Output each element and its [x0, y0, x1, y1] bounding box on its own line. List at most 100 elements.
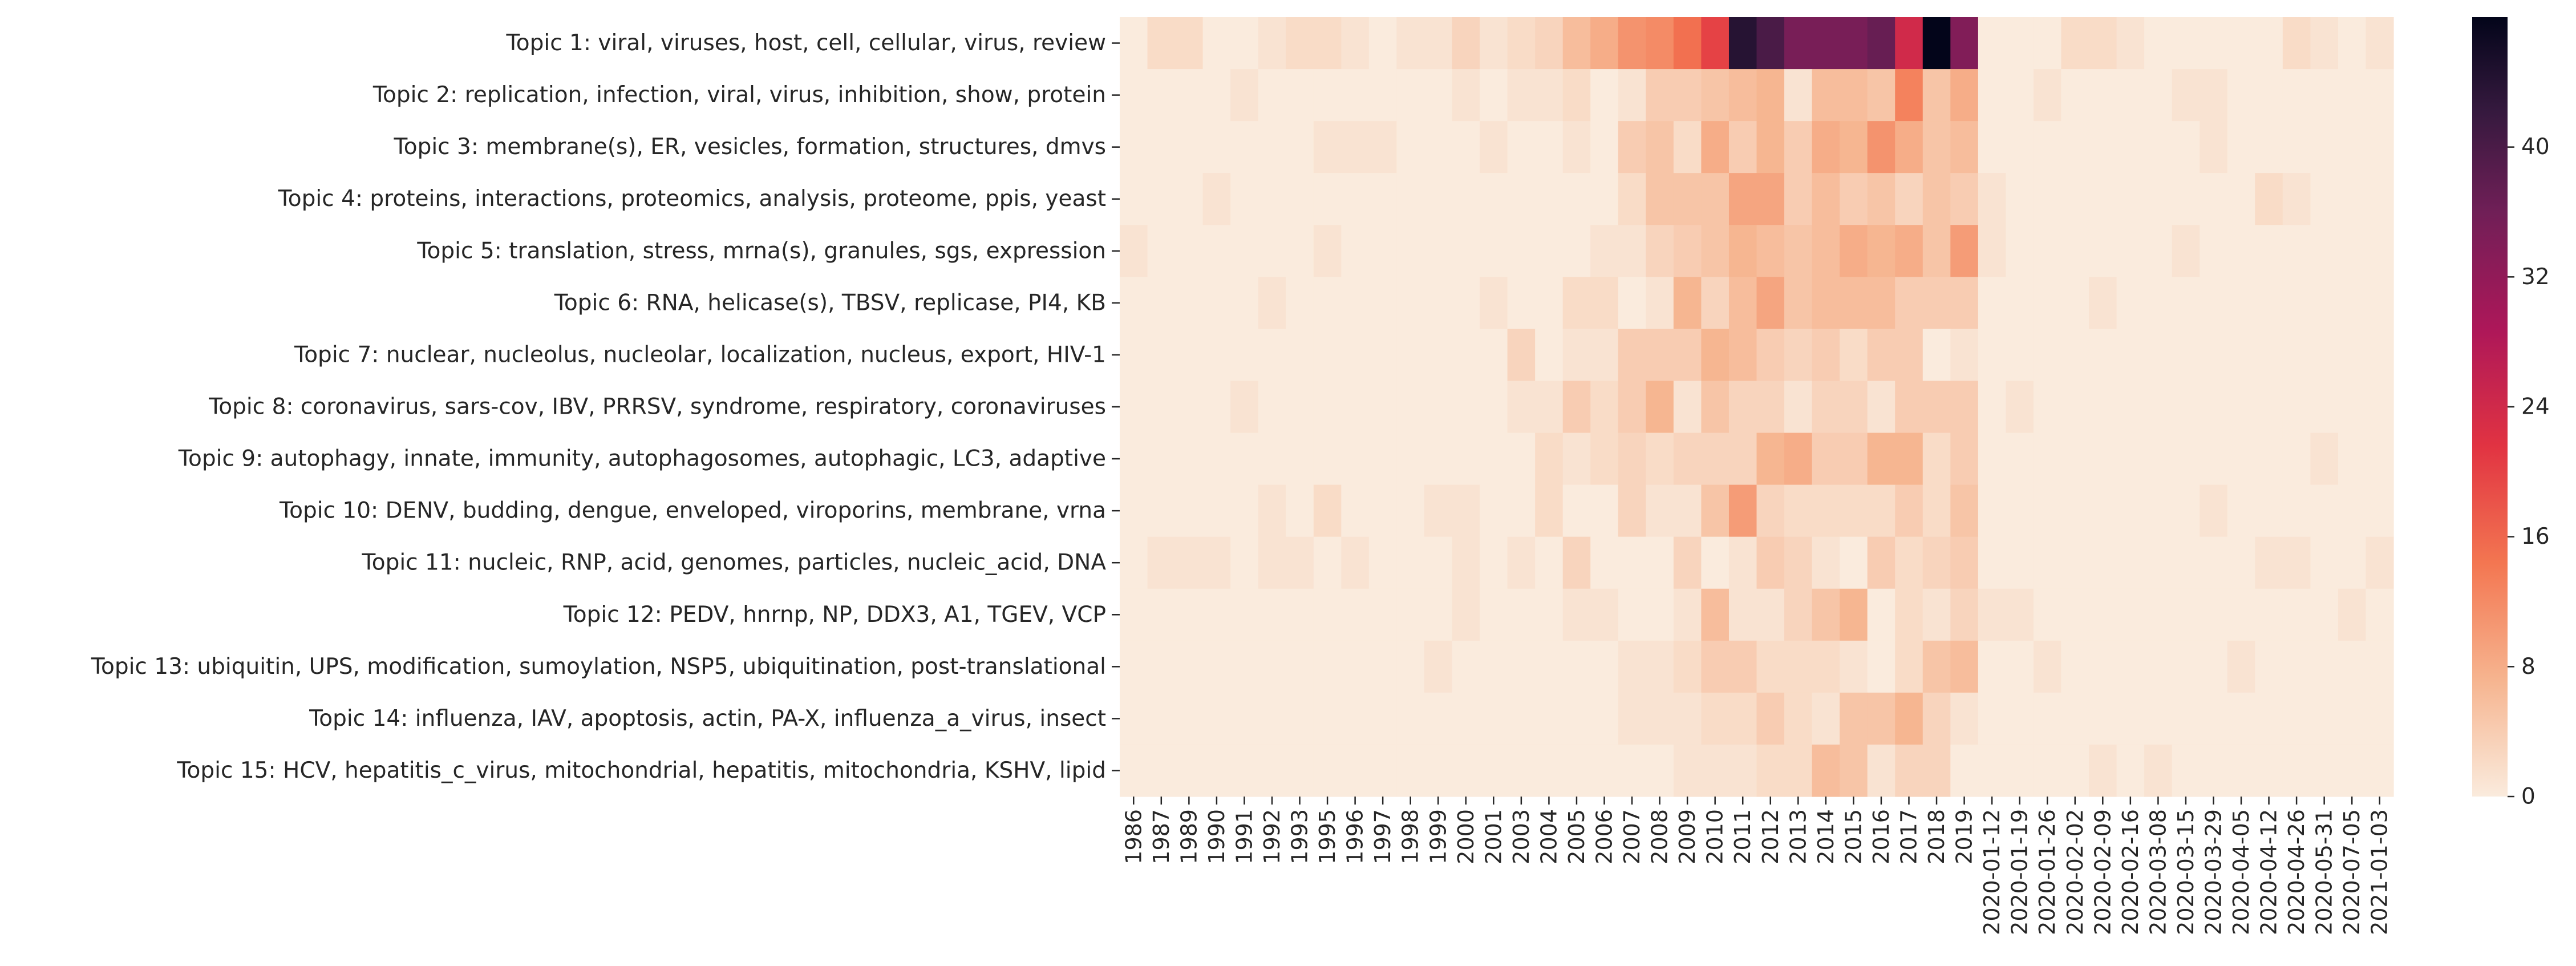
column-label: 1996	[1343, 809, 1368, 864]
heatmap-cell	[1950, 173, 1979, 225]
heatmap-cell	[2255, 69, 2283, 122]
heatmap-cell	[2089, 225, 2117, 277]
heatmap-cell	[1728, 640, 1757, 693]
heatmap-cell	[1978, 329, 2006, 382]
heatmap-cell	[2033, 173, 2062, 225]
heatmap-cell	[1175, 588, 1204, 641]
heatmap-cell	[1673, 640, 1702, 693]
heatmap-cell	[1175, 433, 1204, 486]
heatmap-cell	[1507, 381, 1536, 434]
heatmap-cell	[2282, 121, 2311, 173]
heatmap-cell	[2033, 588, 2062, 641]
heatmap-cell	[2338, 225, 2367, 277]
heatmap-cell	[1590, 173, 1619, 225]
heatmap-cell	[1922, 69, 1951, 122]
heatmap-cell	[1950, 536, 1979, 589]
heatmap-cell	[1202, 225, 1231, 277]
heatmap-cell	[2200, 692, 2228, 745]
heatmap-cell	[1535, 640, 1564, 693]
heatmap-cell	[1950, 692, 1979, 745]
heatmap-cell	[1728, 225, 1757, 277]
heatmap-cell	[1368, 381, 1398, 434]
heatmap-cell	[2033, 225, 2062, 277]
heatmap-cell	[1840, 640, 1868, 693]
column-label: 2010	[1703, 809, 1728, 864]
heatmap-cell	[1147, 17, 1176, 70]
heatmap-cell	[1867, 277, 1895, 329]
colorbar-scale	[2472, 17, 2508, 797]
heatmap-cell	[1480, 173, 1508, 225]
heatmap-cell	[1507, 744, 1536, 797]
heatmap-cell	[2033, 17, 2062, 70]
heatmap-cell	[2033, 381, 2062, 434]
heatmap-cell	[2172, 588, 2200, 641]
column-label: 2003	[1509, 809, 1534, 864]
heatmap-cell	[1286, 329, 1314, 382]
heatmap-cell	[1452, 69, 1480, 122]
column-label: 2005	[1564, 809, 1589, 864]
heatmap-cell	[2255, 433, 2283, 486]
heatmap-cell	[1784, 121, 1813, 173]
heatmap-cell	[2033, 329, 2062, 382]
heatmap-cell	[2338, 433, 2367, 486]
heatmap-cell	[1120, 277, 1148, 329]
heatmap-cell	[1950, 69, 1979, 122]
heatmap-cell	[1922, 744, 1951, 797]
heatmap-cell	[1701, 173, 1730, 225]
heatmap-cell	[1895, 484, 1923, 537]
heatmap-cell	[1950, 225, 1979, 277]
heatmap-cell	[1562, 433, 1591, 486]
column-label: 1991	[1232, 809, 1257, 864]
heatmap-cell	[1618, 277, 1646, 329]
column-labels: 1986 1987 1989 1990 1991 1992 1993 1995 1996 1997…	[1121, 797, 2392, 935]
heatmap-cell	[1258, 588, 1286, 641]
heatmap-cell	[1120, 69, 1148, 122]
heatmap-cell	[1313, 433, 1342, 486]
heatmap-cell	[1867, 17, 1895, 70]
heatmap-cell	[2033, 69, 2062, 122]
heatmap-cell	[1646, 588, 1674, 641]
column-label: 2011	[1730, 809, 1755, 864]
column-label: 2020-02-02	[2063, 809, 2088, 935]
heatmap-cell	[1286, 692, 1314, 745]
heatmap-cell	[2061, 433, 2089, 486]
heatmap-cell	[1840, 173, 1868, 225]
heatmap-cell	[1313, 484, 1342, 537]
column-label: 1993	[1287, 809, 1313, 864]
heatmap-cell	[2033, 536, 2062, 589]
heatmap-cell	[1562, 692, 1591, 745]
heatmap-cell	[2366, 329, 2394, 382]
heatmap-cell	[1867, 329, 1895, 382]
heatmap-cell	[1812, 536, 1840, 589]
heatmap-cell	[1120, 692, 1148, 745]
heatmap-cell	[1258, 69, 1286, 122]
heatmap-cell	[1535, 433, 1564, 486]
heatmap-cell	[1258, 225, 1286, 277]
heatmap-cell	[2061, 173, 2089, 225]
heatmap-cell	[1507, 173, 1536, 225]
heatmap-cell	[2282, 17, 2311, 70]
heatmap-cell	[1286, 588, 1314, 641]
heatmap-cell	[1424, 277, 1453, 329]
heatmap-cell	[1840, 69, 1868, 122]
heatmap-cell	[2144, 225, 2173, 277]
heatmap-cell	[1756, 381, 1785, 434]
column-label: 2012	[1758, 809, 1783, 864]
heatmap-cell	[1507, 121, 1536, 173]
heatmap-cell	[1396, 17, 1425, 70]
heatmap-cell	[1507, 692, 1536, 745]
heatmap-cell	[1978, 173, 2006, 225]
heatmap-cell	[1728, 588, 1757, 641]
heatmap-cell	[1867, 69, 1895, 122]
heatmap-cell	[2282, 381, 2311, 434]
heatmap-cell	[2061, 744, 2089, 797]
heatmap-cell	[1424, 173, 1453, 225]
heatmap-cell	[1673, 225, 1702, 277]
heatmap-cell	[1673, 173, 1702, 225]
heatmap-cell	[1867, 121, 1895, 173]
heatmap-cell	[1535, 121, 1564, 173]
row-label: Topic 2: replication, infection, viral, …	[372, 82, 1106, 108]
heatmap-cell	[2310, 329, 2339, 382]
heatmap-cell	[1840, 381, 1868, 434]
heatmap-cell	[1202, 121, 1231, 173]
